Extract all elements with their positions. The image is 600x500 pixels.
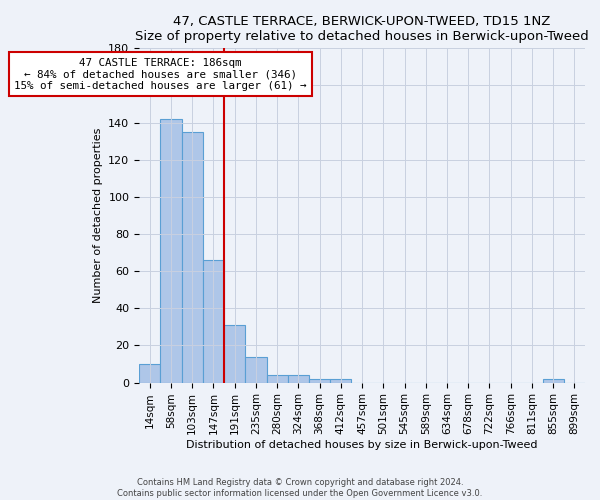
Bar <box>139 364 160 382</box>
Bar <box>330 379 352 382</box>
Bar <box>224 325 245 382</box>
Text: 47 CASTLE TERRACE: 186sqm
← 84% of detached houses are smaller (346)
15% of semi: 47 CASTLE TERRACE: 186sqm ← 84% of detac… <box>14 58 307 91</box>
Bar <box>288 375 309 382</box>
Bar <box>542 379 564 382</box>
X-axis label: Distribution of detached houses by size in Berwick-upon-Tweed: Distribution of detached houses by size … <box>187 440 538 450</box>
Title: 47, CASTLE TERRACE, BERWICK-UPON-TWEED, TD15 1NZ
Size of property relative to de: 47, CASTLE TERRACE, BERWICK-UPON-TWEED, … <box>135 15 589 43</box>
Bar <box>309 379 330 382</box>
Y-axis label: Number of detached properties: Number of detached properties <box>93 128 103 303</box>
Text: Contains HM Land Registry data © Crown copyright and database right 2024.
Contai: Contains HM Land Registry data © Crown c… <box>118 478 482 498</box>
Bar <box>182 132 203 382</box>
Bar <box>245 356 266 382</box>
Bar <box>266 375 288 382</box>
Bar <box>203 260 224 382</box>
Bar <box>160 119 182 382</box>
